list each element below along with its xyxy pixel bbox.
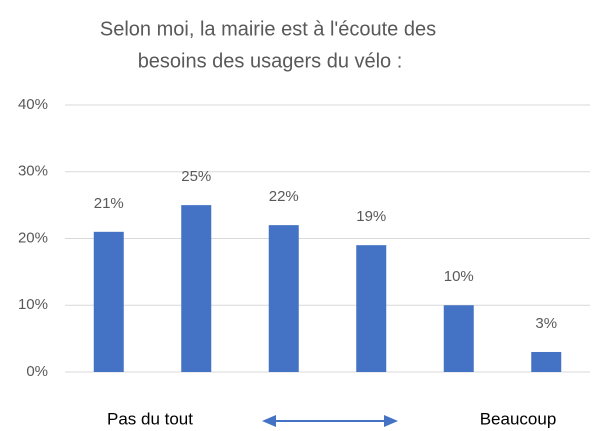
double-arrow bbox=[262, 415, 398, 427]
y-tick-label: 10% bbox=[18, 296, 48, 313]
bar bbox=[93, 231, 124, 372]
data-label: 22% bbox=[269, 188, 299, 205]
bar bbox=[443, 305, 474, 372]
data-label: 3% bbox=[535, 315, 557, 332]
y-tick-label: 30% bbox=[18, 163, 48, 180]
y-tick-label: 40% bbox=[18, 96, 48, 113]
bar bbox=[268, 225, 299, 372]
bar bbox=[181, 205, 212, 372]
data-label: 19% bbox=[356, 208, 386, 225]
data-label: 25% bbox=[181, 168, 211, 185]
axis-annotation: Beaucoup bbox=[480, 409, 557, 428]
data-label: 10% bbox=[444, 268, 474, 285]
data-label: 21% bbox=[94, 195, 124, 212]
y-tick-label: 20% bbox=[18, 229, 48, 246]
chart-title: Selon moi, la mairie est à l'écoute des bbox=[100, 18, 436, 40]
bar bbox=[356, 245, 387, 372]
bar bbox=[531, 351, 562, 372]
y-tick-label: 0% bbox=[26, 363, 48, 380]
chart-title: besoins des usagers du vélo : bbox=[138, 50, 403, 72]
axis-annotation: Pas du tout bbox=[107, 409, 193, 428]
